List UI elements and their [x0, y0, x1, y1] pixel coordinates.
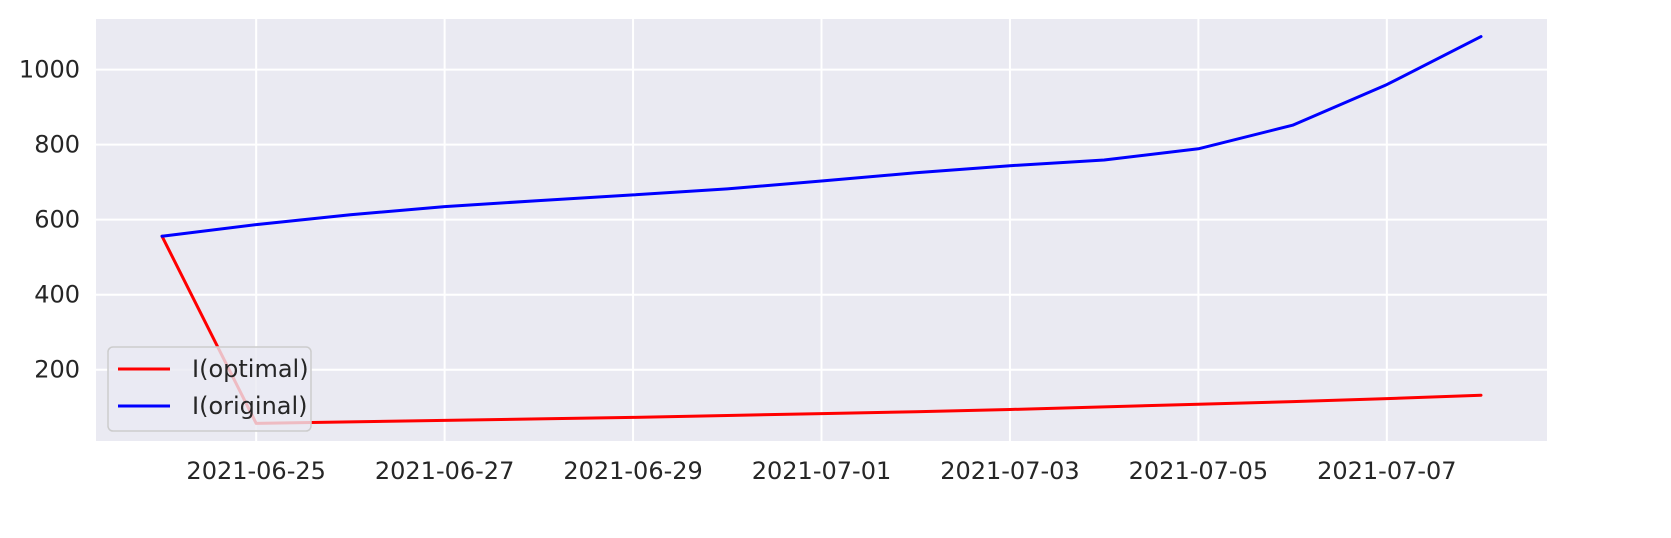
y-tick-label: 200 — [34, 356, 80, 384]
y-tick-label: 400 — [34, 281, 80, 309]
legend-label: I(optimal) — [192, 355, 309, 383]
series-line-1 — [160, 35, 1483, 238]
axes: 2021-06-25 2021-06-27 2021-06-29 2021-07-01… — [19, 56, 1457, 485]
x-tick-label: 2021-07-03 — [940, 457, 1079, 485]
y-tick-label: 800 — [34, 131, 80, 159]
series-lines — [160, 35, 1483, 425]
series-line-0 — [160, 234, 1483, 425]
y-tick-label: 600 — [34, 206, 80, 234]
x-tick-label: 2021-07-01 — [752, 457, 891, 485]
x-tick-label: 2021-06-27 — [375, 457, 514, 485]
x-tick-label: 2021-06-29 — [563, 457, 702, 485]
grid — [96, 19, 1547, 441]
x-tick-label: 2021-07-05 — [1129, 457, 1268, 485]
legend-label: I(original) — [192, 392, 308, 420]
y-tick-label: 1000 — [19, 56, 80, 84]
x-tick-label: 2021-06-25 — [186, 457, 325, 485]
x-tick-label: 2021-07-07 — [1317, 457, 1456, 485]
legend: I(optimal) I(original) — [107, 346, 312, 432]
